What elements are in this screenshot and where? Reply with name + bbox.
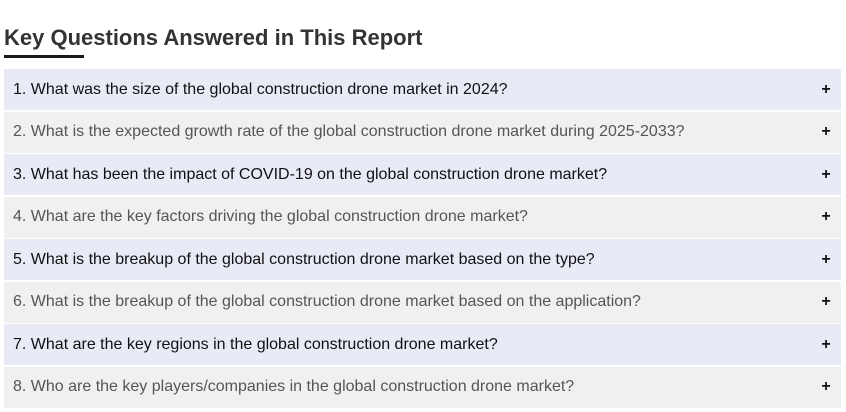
plus-icon[interactable]: + — [821, 165, 831, 183]
faq-number: 8. — [13, 378, 27, 395]
plus-icon[interactable]: + — [821, 293, 831, 310]
faq-text: What is the expected growth rate of the … — [30, 123, 685, 140]
faq-number: 5. — [13, 250, 27, 268]
faq-question: 2. What is the expected growth rate of t… — [13, 122, 685, 142]
plus-icon[interactable]: + — [821, 80, 831, 98]
faq-number: 4. — [13, 208, 27, 225]
faq-question: 6. What is the breakup of the global con… — [13, 292, 641, 312]
faq-text: What was the size of the global construc… — [30, 80, 508, 98]
plus-icon[interactable]: + — [821, 335, 831, 353]
faq-item-1[interactable]: 1. What was the size of the global const… — [4, 69, 841, 110]
faq-text: What is the breakup of the global constr… — [30, 293, 641, 310]
faq-item-4[interactable]: 4. What are the key factors driving the … — [4, 196, 841, 238]
faq-question: 3. What has been the impact of COVID-19 … — [13, 165, 607, 185]
faq-number: 2. — [13, 123, 27, 140]
plus-icon[interactable]: + — [821, 123, 831, 140]
faq-question: 8. Who are the key players/companies in … — [13, 377, 574, 397]
faq-text: What has been the impact of COVID-19 on … — [30, 165, 608, 183]
faq-question: 7. What are the key regions in the globa… — [13, 335, 498, 355]
faq-text: Who are the key players/companies in the… — [30, 378, 575, 395]
faq-number: 7. — [13, 335, 27, 353]
faq-text: What are the key regions in the global c… — [30, 335, 498, 353]
plus-icon[interactable]: + — [821, 250, 831, 268]
faq-question: 1. What was the size of the global const… — [13, 80, 508, 100]
faq-item-8[interactable]: 8. Who are the key players/companies in … — [4, 366, 841, 408]
faq-item-6[interactable]: 6. What is the breakup of the global con… — [4, 281, 841, 323]
faq-item-5[interactable]: 5. What is the breakup of the global con… — [4, 239, 841, 280]
faq-item-7[interactable]: 7. What are the key regions in the globa… — [4, 324, 841, 365]
faq-number: 3. — [13, 165, 27, 183]
faq-question: 5. What is the breakup of the global con… — [13, 250, 595, 270]
faq-item-2[interactable]: 2. What is the expected growth rate of t… — [4, 111, 841, 153]
faq-number: 1. — [13, 80, 27, 98]
faq-question: 4. What are the key factors driving the … — [13, 207, 528, 227]
faq-list: 1. What was the size of the global const… — [4, 69, 841, 409]
section-heading: Key Questions Answered in This Report — [4, 25, 423, 50]
faq-text: What are the key factors driving the glo… — [30, 208, 528, 225]
faq-number: 6. — [13, 293, 27, 310]
faq-text: What is the breakup of the global constr… — [30, 250, 595, 268]
faq-item-3[interactable]: 3. What has been the impact of COVID-19 … — [4, 154, 841, 195]
plus-icon[interactable]: + — [821, 208, 831, 225]
heading-underline — [4, 55, 84, 58]
plus-icon[interactable]: + — [821, 378, 831, 395]
